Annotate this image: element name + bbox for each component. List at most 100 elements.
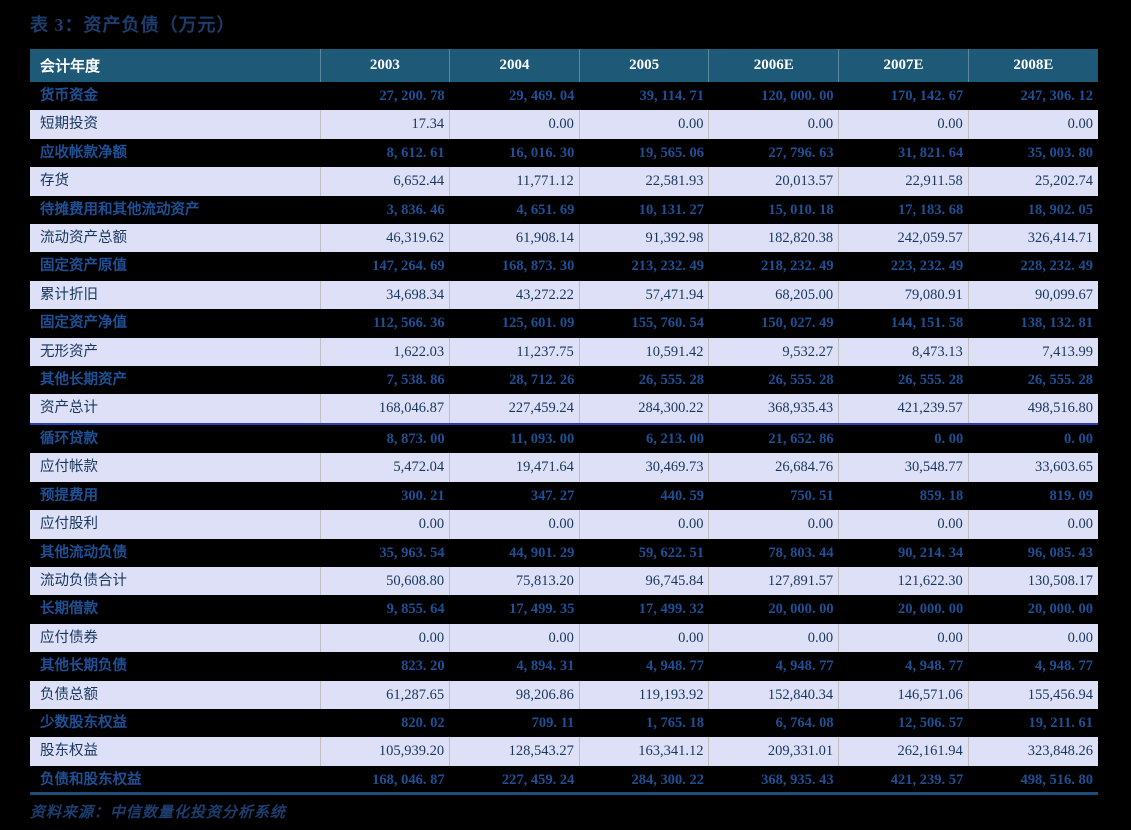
row-label: 固定资产原值 (40, 258, 127, 275)
cell-value: 11,771.12 (449, 167, 580, 196)
cell-value: 1, 765. 18 (645, 714, 704, 731)
cell-value: 35, 963. 54 (379, 544, 445, 561)
cell-value: 8, 873. 00 (386, 430, 445, 447)
cell-value: 11, 093. 00 (509, 430, 575, 447)
cell-value: 17.34 (319, 110, 450, 139)
cell-value: 105,939.20 (319, 737, 450, 766)
cell-value: 0. 00 (934, 430, 964, 447)
cell-value: 0.00 (967, 623, 1098, 653)
row-label: 负债和股东权益 (40, 771, 142, 788)
cell-value: 146,571.06 (838, 680, 969, 709)
table-row: 固定资产原值 147, 264. 69 168, 873. 30 213, 232. … (30, 252, 1098, 281)
table-body: 货币资金 27, 200. 78 29, 469. 04 39, 114. 71 120… (30, 82, 1098, 795)
row-label: 流动负债合计 (40, 572, 127, 589)
cell-value: 150, 027. 49 (761, 315, 834, 332)
cell-value: 6, 764. 08 (775, 714, 834, 731)
table-row: 短期投资 17.34 0.00 0.00 0.00 0.00 0.00 (30, 110, 1098, 139)
cell-value: 25,202.74 (967, 167, 1098, 196)
cell-value: 57,471.94 (578, 280, 709, 310)
cell-value: 26,684.76 (708, 453, 839, 482)
cell-value: 90,099.67 (967, 280, 1098, 310)
cell-value: 90, 214. 34 (898, 544, 964, 561)
cell-value: 26, 555. 28 (898, 372, 964, 389)
row-label: 应付股利 (40, 516, 98, 533)
header-cell-2007e: 2007E (838, 49, 969, 82)
cell-value: 820. 02 (401, 714, 445, 731)
cell-value: 0.00 (708, 510, 839, 539)
table-row: 负债总额 61,287.65 98,206.86 119,193.92 152,840.… (30, 680, 1098, 709)
cell-value: 8, 612. 61 (386, 144, 445, 161)
cell-value: 819. 09 (1049, 487, 1094, 504)
cell-value: 30,548.77 (838, 453, 969, 482)
cell-value: 152,840.34 (708, 680, 839, 709)
row-label: 应收帐款净额 (40, 144, 127, 161)
cell-value: 284, 300. 22 (631, 771, 704, 788)
cell-value: 96, 085. 43 (1027, 544, 1093, 561)
cell-value: 120, 000. 00 (761, 88, 834, 104)
cell-value: 46,319.62 (319, 224, 450, 253)
cell-value: 8,473.13 (838, 337, 969, 367)
cell-value: 144, 151. 58 (890, 315, 964, 332)
table-row: 资产总计 168,046.87 227,459.24 284,300.22 368,93… (30, 394, 1098, 425)
cell-value: 4, 948. 77 (905, 658, 964, 675)
table-title: 表 3：资产负债（万元） (30, 15, 236, 35)
header-cell-fiscal-year: 会计年度 (30, 49, 320, 82)
cell-value: 7,413.99 (967, 337, 1098, 367)
row-label: 其他长期负债 (40, 658, 127, 675)
cell-value: 26, 555. 28 (1027, 372, 1093, 389)
table-row: 应收帐款净额 8, 612. 61 16, 016. 30 19, 565. 06 27… (30, 138, 1098, 168)
cell-value: 75,813.20 (449, 566, 580, 596)
cell-value: 119,193.92 (578, 680, 709, 709)
row-label: 长期借款 (40, 601, 98, 618)
cell-value: 10,591.42 (578, 337, 709, 367)
cell-value: 168, 873. 30 (501, 258, 575, 275)
cell-value: 22,911.58 (838, 167, 969, 196)
cell-value: 0.00 (449, 623, 580, 653)
cell-value: 155, 760. 54 (631, 315, 704, 332)
table-row: 少数股东权益 820. 02 709. 11 1, 765. 18 6, 764. 08… (30, 708, 1098, 738)
cell-value: 96,745.84 (578, 566, 709, 596)
cell-value: 17, 499. 35 (509, 601, 575, 618)
table-row: 循环贷款 8, 873. 00 11, 093. 00 6, 213. 00 21, 6… (30, 423, 1098, 454)
cell-value: 368, 935. 43 (761, 771, 834, 788)
cell-value: 168, 046. 87 (372, 771, 445, 788)
cell-value: 218, 232. 49 (761, 258, 834, 275)
balance-sheet-table: 会计年度 2003 2004 2005 2006E 2007E 2008E 货币… (30, 49, 1098, 795)
cell-value: 0.00 (319, 510, 450, 539)
cell-value: 10, 131. 27 (638, 201, 704, 218)
cell-value: 242,059.57 (838, 224, 969, 253)
cell-value: 61,287.65 (319, 680, 450, 709)
cell-value: 0.00 (838, 110, 969, 139)
row-label: 货币资金 (40, 88, 98, 104)
table-bottom-rule (30, 792, 1098, 795)
cell-value: 347. 27 (530, 487, 575, 504)
cell-value: 112, 566. 36 (372, 315, 445, 332)
source-note: 资料来源：中信数量化投资分析系统 (30, 805, 287, 821)
table-row: 应付帐款 5,472.04 19,471.64 30,469.73 26,684.76 3… (30, 453, 1098, 482)
cell-value: 0. 00 (1064, 430, 1093, 447)
cell-value: 823. 20 (401, 658, 445, 675)
cell-value: 262,161.94 (838, 737, 969, 766)
header-cell-2004: 2004 (449, 49, 580, 82)
cell-value: 709. 11 (531, 714, 575, 731)
cell-value: 5,472.04 (319, 453, 450, 482)
row-label: 其他长期资产 (40, 372, 127, 389)
row-label: 无形资产 (40, 343, 98, 360)
cell-value: 4, 894. 31 (516, 658, 575, 675)
cell-value: 284,300.22 (578, 394, 709, 425)
cell-value: 323,848.26 (967, 737, 1098, 766)
cell-value: 98,206.86 (449, 680, 580, 709)
cell-value: 20, 000. 00 (898, 601, 964, 618)
cell-value: 4, 651. 69 (516, 201, 575, 218)
table-row: 待摊费用和其他流动资产 3, 836. 46 4, 651. 69 10, 131. … (30, 195, 1098, 225)
cell-value: 421,239.57 (838, 394, 969, 425)
cell-value: 1,622.03 (319, 337, 450, 367)
cell-value: 300. 21 (401, 487, 445, 504)
cell-value: 213, 232. 49 (631, 258, 704, 275)
table-row: 其他长期资产 7, 538. 86 28, 712. 26 26, 555. 28 26… (30, 366, 1098, 395)
cell-value: 9, 855. 64 (386, 601, 445, 618)
row-label: 其他流动负债 (40, 544, 127, 561)
header-cell-2005: 2005 (578, 49, 709, 82)
cell-value: 15, 010. 18 (768, 201, 834, 218)
cell-value: 182,820.38 (708, 224, 839, 253)
